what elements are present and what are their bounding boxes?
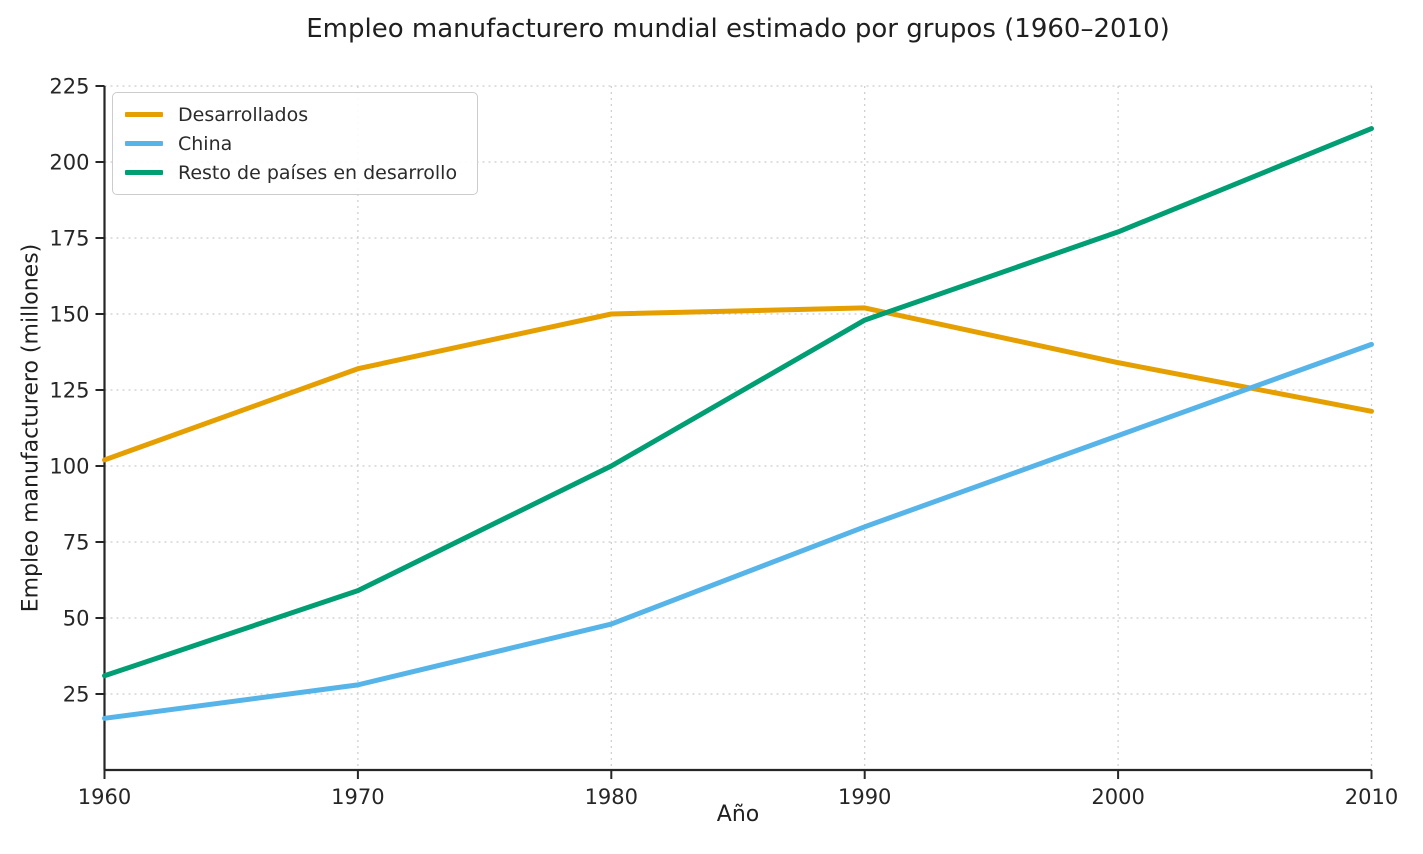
legend: Desarrollados China Resto de países en des… — [112, 92, 479, 195]
y-tick-label: 75 — [63, 531, 90, 555]
x-tick-label: 1980 — [585, 785, 638, 809]
series-line-desarrollados — [102, 305, 1374, 463]
y-axis-label: Empleo manufacturero (millones) — [18, 243, 44, 613]
y-tick-label: 125 — [49, 379, 89, 403]
legend-item-resto-de-pa-ses-en-desarrollo: Resto de países en desarrollo — [125, 158, 457, 187]
series-line-china — [102, 341, 1374, 721]
legend-label: Desarrollados — [178, 103, 309, 126]
chart-title: Empleo manufacturero mundial estimado po… — [306, 14, 1170, 44]
x-tick-label: 1960 — [78, 785, 131, 809]
legend-label: China — [178, 132, 233, 155]
legend-item-china: China — [125, 129, 457, 158]
legend-item-desarrollados: Desarrollados — [125, 100, 457, 129]
y-tick-label: 25 — [63, 683, 90, 707]
legend-label: Resto de países en desarrollo — [178, 161, 458, 184]
x-tick-label: 1990 — [838, 785, 891, 809]
y-tick-label: 225 — [49, 75, 89, 99]
series-line-resto-de-pa-ses-en-desarrollo — [102, 126, 1374, 679]
legend-swatch — [125, 170, 163, 175]
x-tick-label: 2010 — [1345, 785, 1398, 809]
y-tick-label: 150 — [49, 303, 89, 327]
x-tick-label: 2000 — [1091, 785, 1144, 809]
legend-swatch — [125, 112, 163, 117]
x-axis-label: Año — [716, 802, 760, 827]
y-tick-label: 50 — [63, 607, 90, 631]
y-tick-label: 200 — [49, 151, 89, 175]
y-tick-label: 100 — [49, 455, 89, 479]
legend-swatch — [125, 141, 163, 146]
x-tick-label: 1970 — [331, 785, 384, 809]
y-tick-label: 175 — [49, 227, 89, 251]
